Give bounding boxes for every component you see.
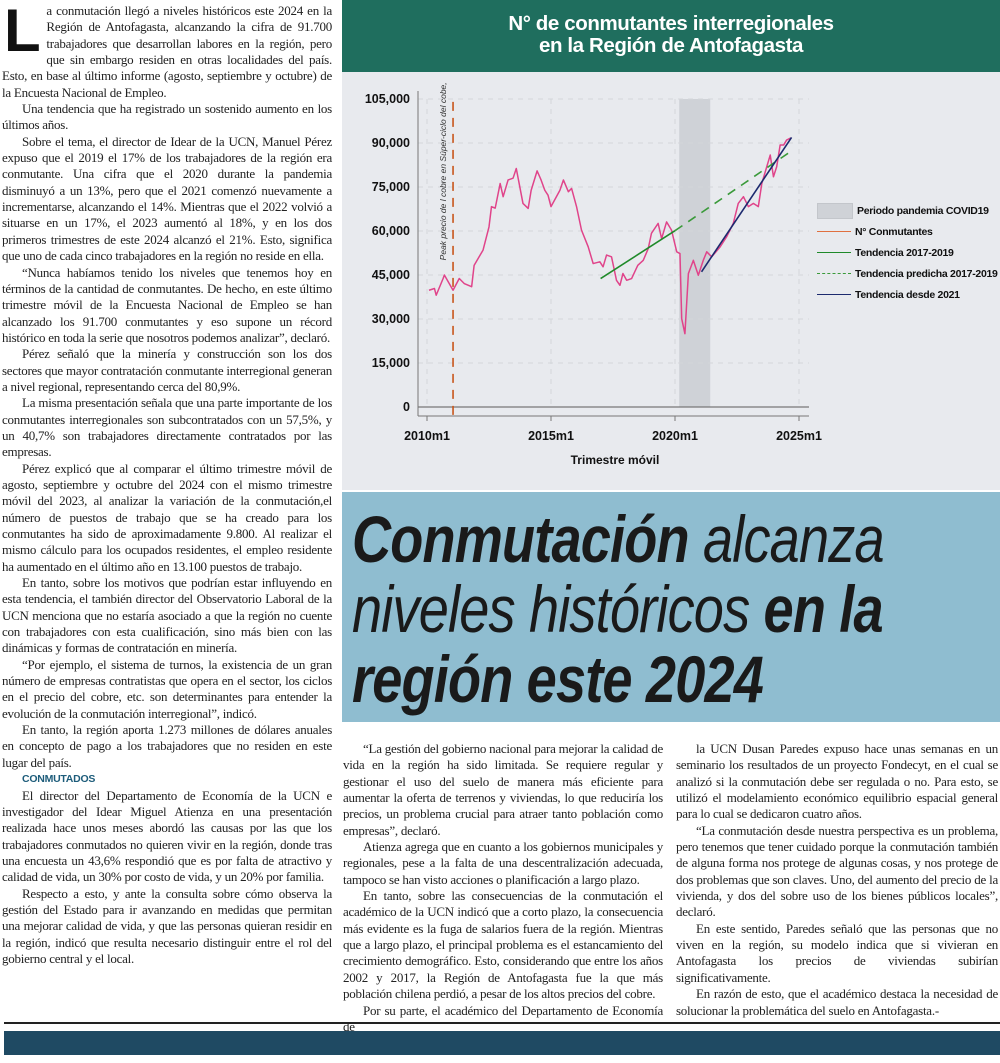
legend-swatch	[817, 202, 853, 219]
y-tick-label: 90,000	[372, 136, 410, 150]
footer-band	[4, 1031, 1000, 1055]
chart-title: N° de conmutantes interregionales en la …	[342, 0, 1000, 72]
chart-title-line2: en la Región de Antofagasta	[538, 34, 804, 57]
chart-panel: N° de conmutantes interregionales en la …	[342, 0, 1000, 490]
article-column-left: L a conmutación llegó a niveles históric…	[2, 0, 332, 967]
paragraph: “La conmutación desde nuestra perspectiv…	[676, 822, 998, 920]
y-tick-label: 105,000	[365, 92, 410, 106]
y-tick-label: 0	[403, 400, 410, 414]
paragraph: “Por ejemplo, el sistema de turnos, la e…	[2, 656, 332, 721]
legend-label: Tendencia predicha 2017-2019	[855, 267, 998, 280]
headline-light: alcanza	[702, 502, 885, 576]
chart-legend: Periodo pandemia COVID19 N° Conmutantes …	[817, 200, 998, 305]
paragraph: La misma presentación señala que una par…	[2, 395, 332, 460]
legend-item-conmutantes: N° Conmutantes	[817, 221, 998, 242]
legend-label: Tendencia desde 2021	[855, 288, 960, 301]
line-chart: 0 15,000 30,000 45,000 60,000 75,000 90,000 105…	[365, 82, 822, 467]
legend-label: N° Conmutantes	[855, 225, 933, 238]
x-axis-label: Trimestre móvil	[571, 453, 660, 467]
paragraph: En tanto, sobre las consecuencias de la …	[343, 888, 663, 1002]
legend-item-trend-predicted: Tendencia predicha 2017-2019	[817, 263, 998, 284]
copper-peak-annotation: Peak precio de l cobre en Súper-ciclo de…	[438, 82, 448, 260]
y-tick-label: 15,000	[372, 356, 410, 370]
covid-period-shade	[679, 99, 711, 407]
headline-bold: en la	[763, 572, 884, 646]
paragraph: Atienza agrega que en cuanto a los gobie…	[343, 839, 663, 887]
legend-label: Periodo pandemia COVID19	[857, 204, 989, 217]
paragraph: a conmutación llegó a niveles históricos…	[2, 3, 332, 100]
x-tick-label: 2025m1	[776, 429, 822, 443]
paragraph: En este sentido, Paredes señaló que las …	[676, 920, 998, 985]
paragraph: Pérez señaló que la minería y construcci…	[2, 346, 332, 394]
y-tick-label: 45,000	[372, 268, 410, 282]
article-column-middle: “La gestión del gobierno nacional para m…	[343, 741, 663, 1035]
headline-bold: región este 2024	[352, 642, 764, 716]
paragraph: En razón de esto, que el académico desta…	[676, 986, 998, 1018]
x-tick-label: 2020m1	[652, 429, 698, 443]
headline-bold: Conmutación	[352, 502, 690, 576]
paragraph: Sobre el tema, el director de Idear de l…	[2, 133, 332, 264]
trend-since-2021	[700, 136, 793, 273]
x-tick-label: 2010m1	[404, 429, 450, 443]
chart-title-line1: N° de conmutantes interregionales	[508, 12, 834, 35]
paragraph: En tanto, la región aporta 1.273 millone…	[2, 722, 332, 770]
paragraph: “Nunca habíamos tenido los niveles que t…	[2, 264, 332, 345]
legend-item-trend-2017: Tendencia 2017-2019	[817, 242, 998, 263]
paragraph: Pérez explicó que al comparar el último …	[2, 460, 332, 574]
x-tick-label: 2015m1	[528, 429, 574, 443]
trend-2017-2019	[600, 230, 676, 280]
y-tick-label: 60,000	[372, 224, 410, 238]
paragraph: El director del Departamento de Economía…	[2, 787, 332, 885]
legend-label: Tendencia 2017-2019	[855, 246, 954, 259]
paragraph: la UCN Dusan Paredes expuso hace unas se…	[676, 741, 998, 822]
headline: Conmutación alcanza niveles históricos e…	[342, 492, 1000, 722]
paragraph: “La gestión del gobierno nacional para m…	[343, 741, 663, 838]
y-tick-label: 30,000	[372, 312, 410, 326]
legend-item-covid: Periodo pandemia COVID19	[817, 200, 998, 221]
subhead: CONMUTADOS	[22, 773, 96, 786]
article-column-right: la UCN Dusan Paredes expuso hace unas se…	[676, 741, 998, 1019]
paragraph: En tanto, sobre los motivos que podrían …	[2, 575, 332, 656]
series-conmutantes	[428, 137, 791, 335]
legend-swatch	[817, 294, 851, 295]
paragraph: Respecto a esto, y ante la consulta sobr…	[2, 885, 332, 966]
divider	[4, 1022, 1000, 1024]
legend-swatch	[817, 273, 851, 274]
legend-swatch	[817, 252, 851, 253]
paragraph: Una tendencia que ha registrado un soste…	[2, 101, 332, 133]
headline-light: niveles históricos	[352, 572, 750, 646]
y-tick-label: 75,000	[372, 180, 410, 194]
legend-swatch	[817, 231, 851, 232]
drop-cap: L	[4, 0, 41, 64]
legend-item-trend-2021: Tendencia desde 2021	[817, 284, 998, 305]
